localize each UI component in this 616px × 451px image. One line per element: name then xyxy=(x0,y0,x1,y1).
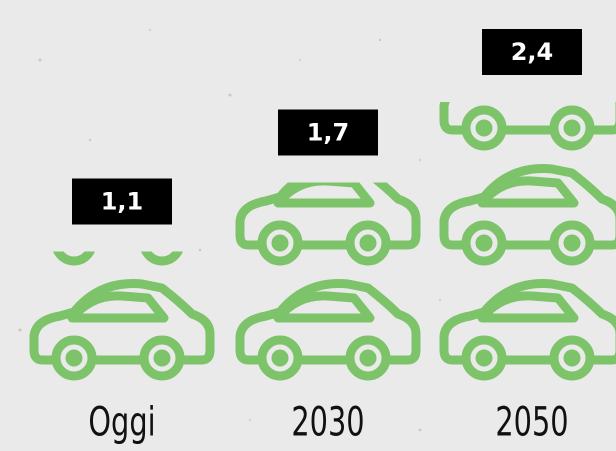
hub xyxy=(364,354,372,362)
hub xyxy=(276,354,284,362)
hub xyxy=(158,354,166,362)
value-label: 2,4 xyxy=(511,38,554,66)
value-label: 1,1 xyxy=(101,188,144,216)
chart: 1,1 Oggi 1,7 2030 2,4 2050 xyxy=(0,0,616,451)
value-label: 1,7 xyxy=(307,119,350,147)
hub xyxy=(480,124,488,132)
category-label: Oggi xyxy=(88,400,155,446)
hub xyxy=(364,239,372,247)
category-label: 2030 xyxy=(291,400,364,446)
hub xyxy=(70,354,78,362)
hub xyxy=(480,239,488,247)
hub xyxy=(568,124,576,132)
hub xyxy=(568,354,576,362)
hub xyxy=(276,239,284,247)
hub xyxy=(480,354,488,362)
hub xyxy=(568,239,576,247)
category-label: 2050 xyxy=(495,400,568,446)
